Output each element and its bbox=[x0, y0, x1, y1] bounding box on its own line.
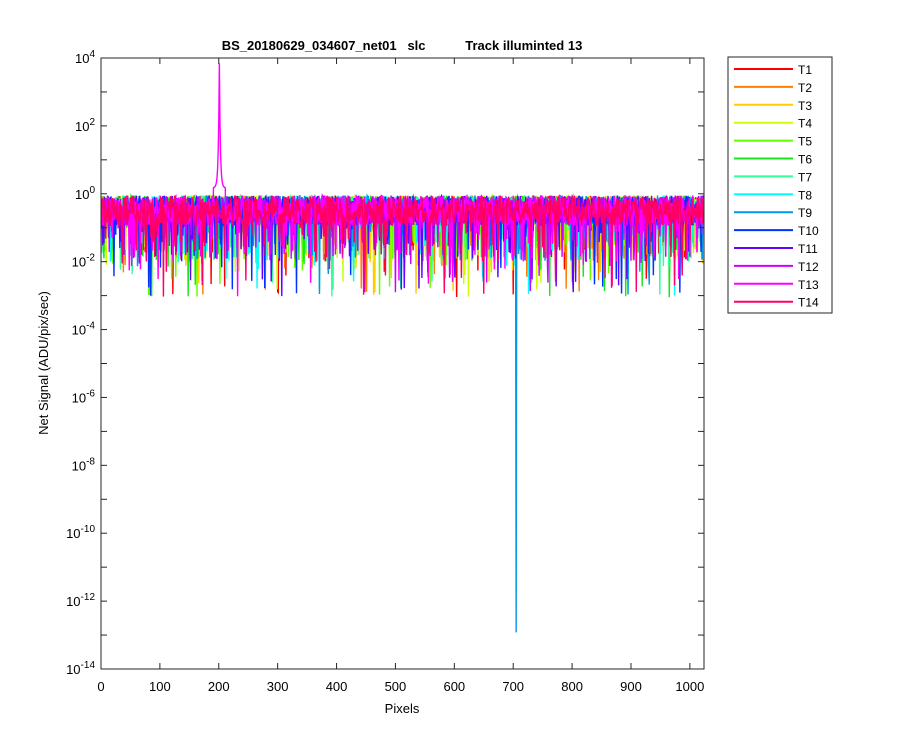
plot-area bbox=[101, 58, 704, 669]
y-tick-label: 10-6 bbox=[72, 388, 96, 405]
legend-label: T7 bbox=[798, 170, 812, 184]
legend-items: T1 T2 T3 T4 T5 T6 T7 T8 T9 T10 T11 T12 T13 T14 bbox=[734, 63, 819, 310]
legend-label: T11 bbox=[798, 242, 818, 256]
legend-label: T14 bbox=[798, 296, 819, 310]
legend-label: T10 bbox=[798, 224, 819, 238]
legend-entry-t9: T9 bbox=[734, 206, 812, 220]
x-tick-label: 1000 bbox=[675, 679, 704, 694]
legend-entry-t5: T5 bbox=[734, 135, 812, 149]
legend-entry-t11: T11 bbox=[734, 242, 818, 256]
y-tick-label: 104 bbox=[75, 49, 95, 66]
x-tick-label: 400 bbox=[326, 679, 348, 694]
series-line-t14 bbox=[101, 193, 704, 297]
legend-label: T8 bbox=[798, 188, 812, 202]
legend-entry-t3: T3 bbox=[734, 99, 812, 113]
legend-entry-t12: T12 bbox=[734, 260, 819, 274]
legend-entry-t8: T8 bbox=[734, 188, 812, 202]
series-layer bbox=[101, 63, 704, 633]
legend-box bbox=[727, 56, 833, 314]
y-tick-label: 10-12 bbox=[66, 592, 95, 609]
y-tick-label: 10-8 bbox=[72, 456, 96, 473]
x-tick-label: 200 bbox=[208, 679, 230, 694]
x-axis-label: Pixels bbox=[385, 701, 420, 716]
y-tick-label: 10-2 bbox=[72, 253, 96, 270]
x-tick-label: 500 bbox=[385, 679, 407, 694]
legend-label: T3 bbox=[798, 99, 812, 113]
y-tick-label: 10-10 bbox=[66, 524, 95, 541]
y-tick-label: 102 bbox=[75, 117, 95, 134]
legend-entry-t14: T14 bbox=[734, 296, 819, 310]
legend-entry-t13: T13 bbox=[734, 278, 819, 292]
x-tick-label: 700 bbox=[502, 679, 524, 694]
y-tick-label: 10-14 bbox=[66, 660, 95, 677]
legend-label: T2 bbox=[798, 81, 812, 95]
legend-entry-t4: T4 bbox=[734, 117, 812, 131]
legend-label: T1 bbox=[798, 63, 812, 77]
legend-label: T6 bbox=[798, 153, 812, 167]
legend-label: T13 bbox=[798, 278, 819, 292]
x-tick-label: 100 bbox=[149, 679, 171, 694]
legend-entry-t7: T7 bbox=[734, 170, 812, 184]
legend-label: T4 bbox=[798, 117, 812, 131]
plot-frame bbox=[100, 57, 705, 670]
legend-entry-t10: T10 bbox=[734, 224, 819, 238]
x-tick-label: 0 bbox=[97, 679, 104, 694]
axes-layer: 0 100 200 300 400 500 600 700 800 900 1000 10-14 10-… bbox=[66, 49, 704, 694]
x-tick-label: 600 bbox=[443, 679, 465, 694]
legend-entry-t6: T6 bbox=[734, 153, 812, 167]
chart-title: BS_20180629_034607_net01 slc Track illum… bbox=[222, 38, 583, 53]
legend-label: T9 bbox=[798, 206, 812, 220]
x-tick-label: 300 bbox=[267, 679, 289, 694]
x-tick-label: 800 bbox=[561, 679, 583, 694]
y-tick-label: 10-4 bbox=[72, 321, 96, 338]
y-axis-label: Net Signal (ADU/pix/sec) bbox=[36, 291, 51, 435]
legend-label: T5 bbox=[798, 135, 812, 149]
legend-entry-t2: T2 bbox=[734, 81, 812, 95]
legend: T1 T2 T3 T4 T5 T6 T7 T8 T9 T10 T11 T12 T13 T14 bbox=[727, 56, 833, 314]
y-tick-label: 100 bbox=[75, 185, 95, 202]
x-tick-label: 900 bbox=[620, 679, 642, 694]
legend-entry-t1: T1 bbox=[734, 63, 812, 77]
legend-label: T12 bbox=[798, 260, 819, 274]
